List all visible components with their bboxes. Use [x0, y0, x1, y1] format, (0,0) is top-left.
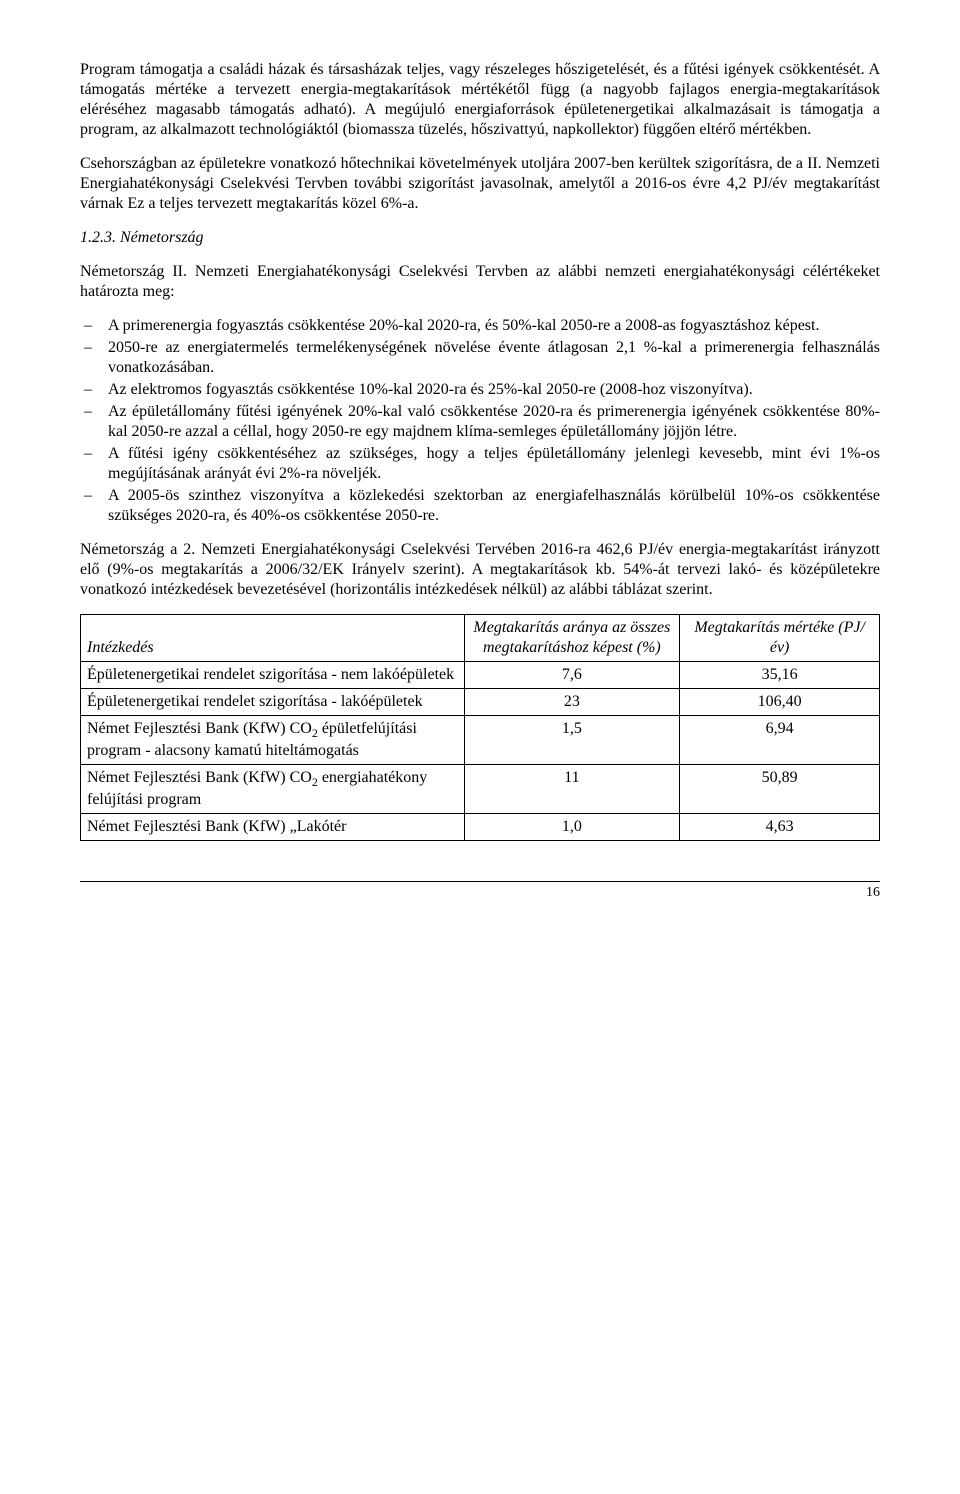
cell-share: 11 [464, 765, 680, 814]
list-item: A fűtési igény csökkentéséhez az szükség… [80, 444, 880, 484]
cell-measure: Épületenergetikai rendelet szigorítása -… [81, 662, 465, 689]
list-item: A primerenergia fogyasztás csökkentése 2… [80, 316, 880, 336]
col-header-share: Megtakarítás aránya az összes megtakarít… [464, 615, 680, 662]
table-row: Épületenergetikai rendelet szigorítása -… [81, 662, 880, 689]
cell-share: 23 [464, 689, 680, 716]
cell-amount: 4,63 [680, 814, 880, 841]
paragraph-2: Csehországban az épületekre vonatkozó hő… [80, 154, 880, 214]
cell-share: 1,5 [464, 716, 680, 765]
savings-table: Intézkedés Megtakarítás aránya az összes… [80, 614, 880, 841]
cell-amount: 6,94 [680, 716, 880, 765]
table-row: Német Fejlesztési Bank (KfW) CO2 energia… [81, 765, 880, 814]
table-row: Német Fejlesztési Bank (KfW) CO2 épületf… [81, 716, 880, 765]
paragraph-1: Program támogatja a családi házak és tár… [80, 60, 880, 140]
cell-amount: 35,16 [680, 662, 880, 689]
paragraph-3: Németország II. Nemzeti Energiahatékonys… [80, 262, 880, 302]
list-item: Az épületállomány fűtési igényének 20%-k… [80, 402, 880, 442]
cell-measure: Német Fejlesztési Bank (KfW) CO2 energia… [81, 765, 465, 814]
table-row: Épületenergetikai rendelet szigorítása -… [81, 689, 880, 716]
paragraph-4: Németország a 2. Nemzeti Energiahatékony… [80, 540, 880, 600]
cell-measure: Épületenergetikai rendelet szigorítása -… [81, 689, 465, 716]
cell-measure: Német Fejlesztési Bank (KfW) „Lakótér [81, 814, 465, 841]
list-item: 2050-re az energiatermelés termelékenysé… [80, 338, 880, 378]
cell-share: 1,0 [464, 814, 680, 841]
cell-amount: 50,89 [680, 765, 880, 814]
col-header-amount: Megtakarítás mértéke (PJ/év) [680, 615, 880, 662]
cell-share: 7,6 [464, 662, 680, 689]
bullet-list: A primerenergia fogyasztás csökkentése 2… [80, 316, 880, 526]
list-item: Az elektromos fogyasztás csökkentése 10%… [80, 380, 880, 400]
col-header-measure: Intézkedés [81, 615, 465, 662]
cell-amount: 106,40 [680, 689, 880, 716]
page-number: 16 [866, 885, 880, 900]
table-row: Német Fejlesztési Bank (KfW) „Lakótér1,0… [81, 814, 880, 841]
page-footer: 16 [80, 881, 880, 902]
cell-measure: Német Fejlesztési Bank (KfW) CO2 épületf… [81, 716, 465, 765]
section-heading: 1.2.3. Németország [80, 228, 880, 248]
table-header-row: Intézkedés Megtakarítás aránya az összes… [81, 615, 880, 662]
list-item: A 2005-ös szinthez viszonyítva a közleke… [80, 486, 880, 526]
